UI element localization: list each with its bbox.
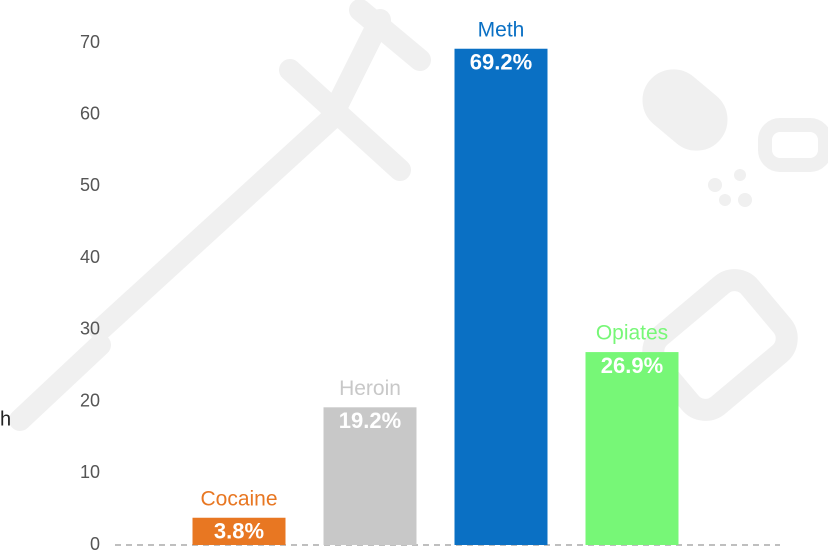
category-label: Meth: [478, 18, 525, 41]
pill-dots: [708, 169, 752, 207]
bar: [586, 352, 679, 545]
category-label: Heroin: [339, 377, 401, 400]
category-label: Opiates: [596, 322, 668, 345]
value-label: 19.2%: [339, 408, 401, 433]
value-label: 26.9%: [601, 353, 663, 378]
background-decoration: [20, 10, 825, 420]
page: {"chart_data": {"type": "bar", "categori…: [0, 0, 828, 555]
y-tick-label: 30: [80, 319, 100, 339]
side-text: h: [0, 408, 11, 430]
bar: [455, 49, 548, 545]
chart: h 0 10 20 30 40 50 60 70 3.8% Cocaine 19.2% Heroin 6…: [0, 0, 828, 555]
y-tick-label: 10: [80, 462, 100, 482]
y-tick-label: 0: [90, 534, 100, 554]
y-tick-label: 50: [80, 175, 100, 195]
value-label: 69.2%: [470, 50, 532, 75]
y-tick-label: 40: [80, 247, 100, 267]
category-label: Cocaine: [200, 487, 277, 510]
y-tick-label: 60: [80, 103, 100, 123]
value-label: 3.8%: [214, 519, 264, 544]
y-tick-label: 20: [80, 390, 100, 410]
y-tick-label: 70: [80, 32, 100, 52]
